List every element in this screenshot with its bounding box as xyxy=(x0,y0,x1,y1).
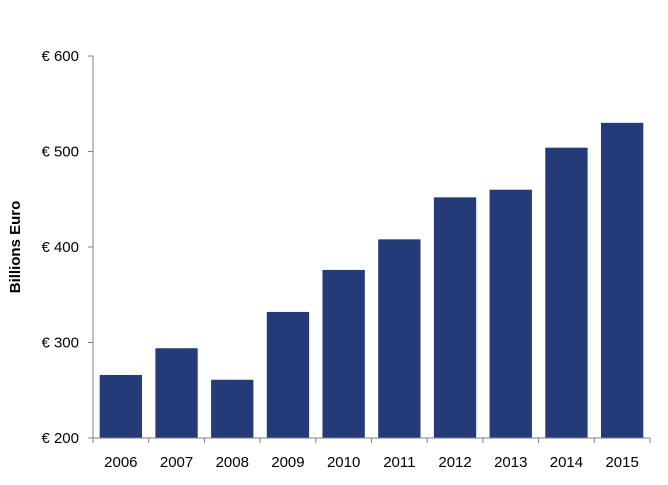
x-tick-label-2007: 2007 xyxy=(160,454,193,471)
x-tick-label-2010: 2010 xyxy=(327,454,360,471)
x-tick-label-2009: 2009 xyxy=(271,454,304,471)
bar-2014 xyxy=(545,147,588,438)
y-ticks-group: € 200 € 300 € 400 € 500 € 600 xyxy=(41,48,93,447)
y-axis-title: Billions Euro xyxy=(7,201,24,294)
bar-2012 xyxy=(433,197,477,438)
y-tick-label-200: € 200 xyxy=(41,430,79,447)
bar-2011 xyxy=(378,239,421,438)
x-tick-label-2011: 2011 xyxy=(383,454,415,471)
x-tick-label-2015: 2015 xyxy=(605,454,638,471)
bars-group xyxy=(99,122,644,438)
x-tick-label-2013: 2013 xyxy=(494,454,527,471)
y-tick-label-500: € 500 xyxy=(41,144,79,161)
x-tick-label-2008: 2008 xyxy=(216,454,249,471)
y-tick-label-400: € 400 xyxy=(41,239,79,256)
bar-2013 xyxy=(489,189,532,438)
y-tick-label-600: € 600 xyxy=(41,48,79,65)
bar-2015 xyxy=(600,122,644,438)
x-tick-label-2006: 2006 xyxy=(104,454,137,471)
bar-2006 xyxy=(99,374,143,438)
bar-2008 xyxy=(211,379,254,438)
bar-2009 xyxy=(266,311,310,438)
y-tick-label-300: € 300 xyxy=(41,335,79,352)
bar-2007 xyxy=(155,348,198,438)
x-ticks-group: 2006 2007 2008 2009 2010 2011 2012 2013 2014 2015 xyxy=(92,438,651,471)
x-tick-label-2014: 2014 xyxy=(550,454,583,471)
x-tick-label-2012: 2012 xyxy=(438,454,471,471)
bar-2010 xyxy=(322,269,365,438)
